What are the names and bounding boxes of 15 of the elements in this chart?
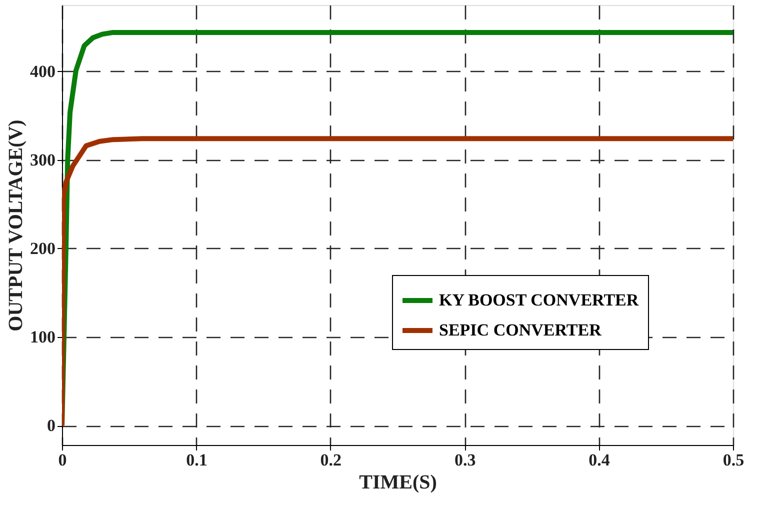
y-tick-label: 400 (30, 62, 56, 81)
x-tick-label: 0.5 (722, 450, 744, 470)
legend-label: KY BOOST CONVERTER (439, 290, 640, 310)
y-tick-label: 300 (30, 150, 56, 170)
x-tick-label: 0.2 (320, 450, 342, 470)
y-axis-title: OUTPUT VOLTAGE(V) (5, 120, 27, 332)
y-tick-label: 100 (30, 327, 56, 346)
legend-label: SEPIC CONVERTER (439, 320, 602, 340)
x-tick-label: 0 (58, 450, 67, 470)
y-tick-label: 200 (30, 238, 56, 258)
y-tick-label: 0 (47, 416, 56, 436)
x-tick-label: 0.3 (454, 450, 476, 470)
x-tick-label: 0.1 (186, 450, 208, 470)
x-axis-title: TIME(S) (359, 472, 437, 494)
x-tick-label: 0.4 (588, 450, 610, 470)
